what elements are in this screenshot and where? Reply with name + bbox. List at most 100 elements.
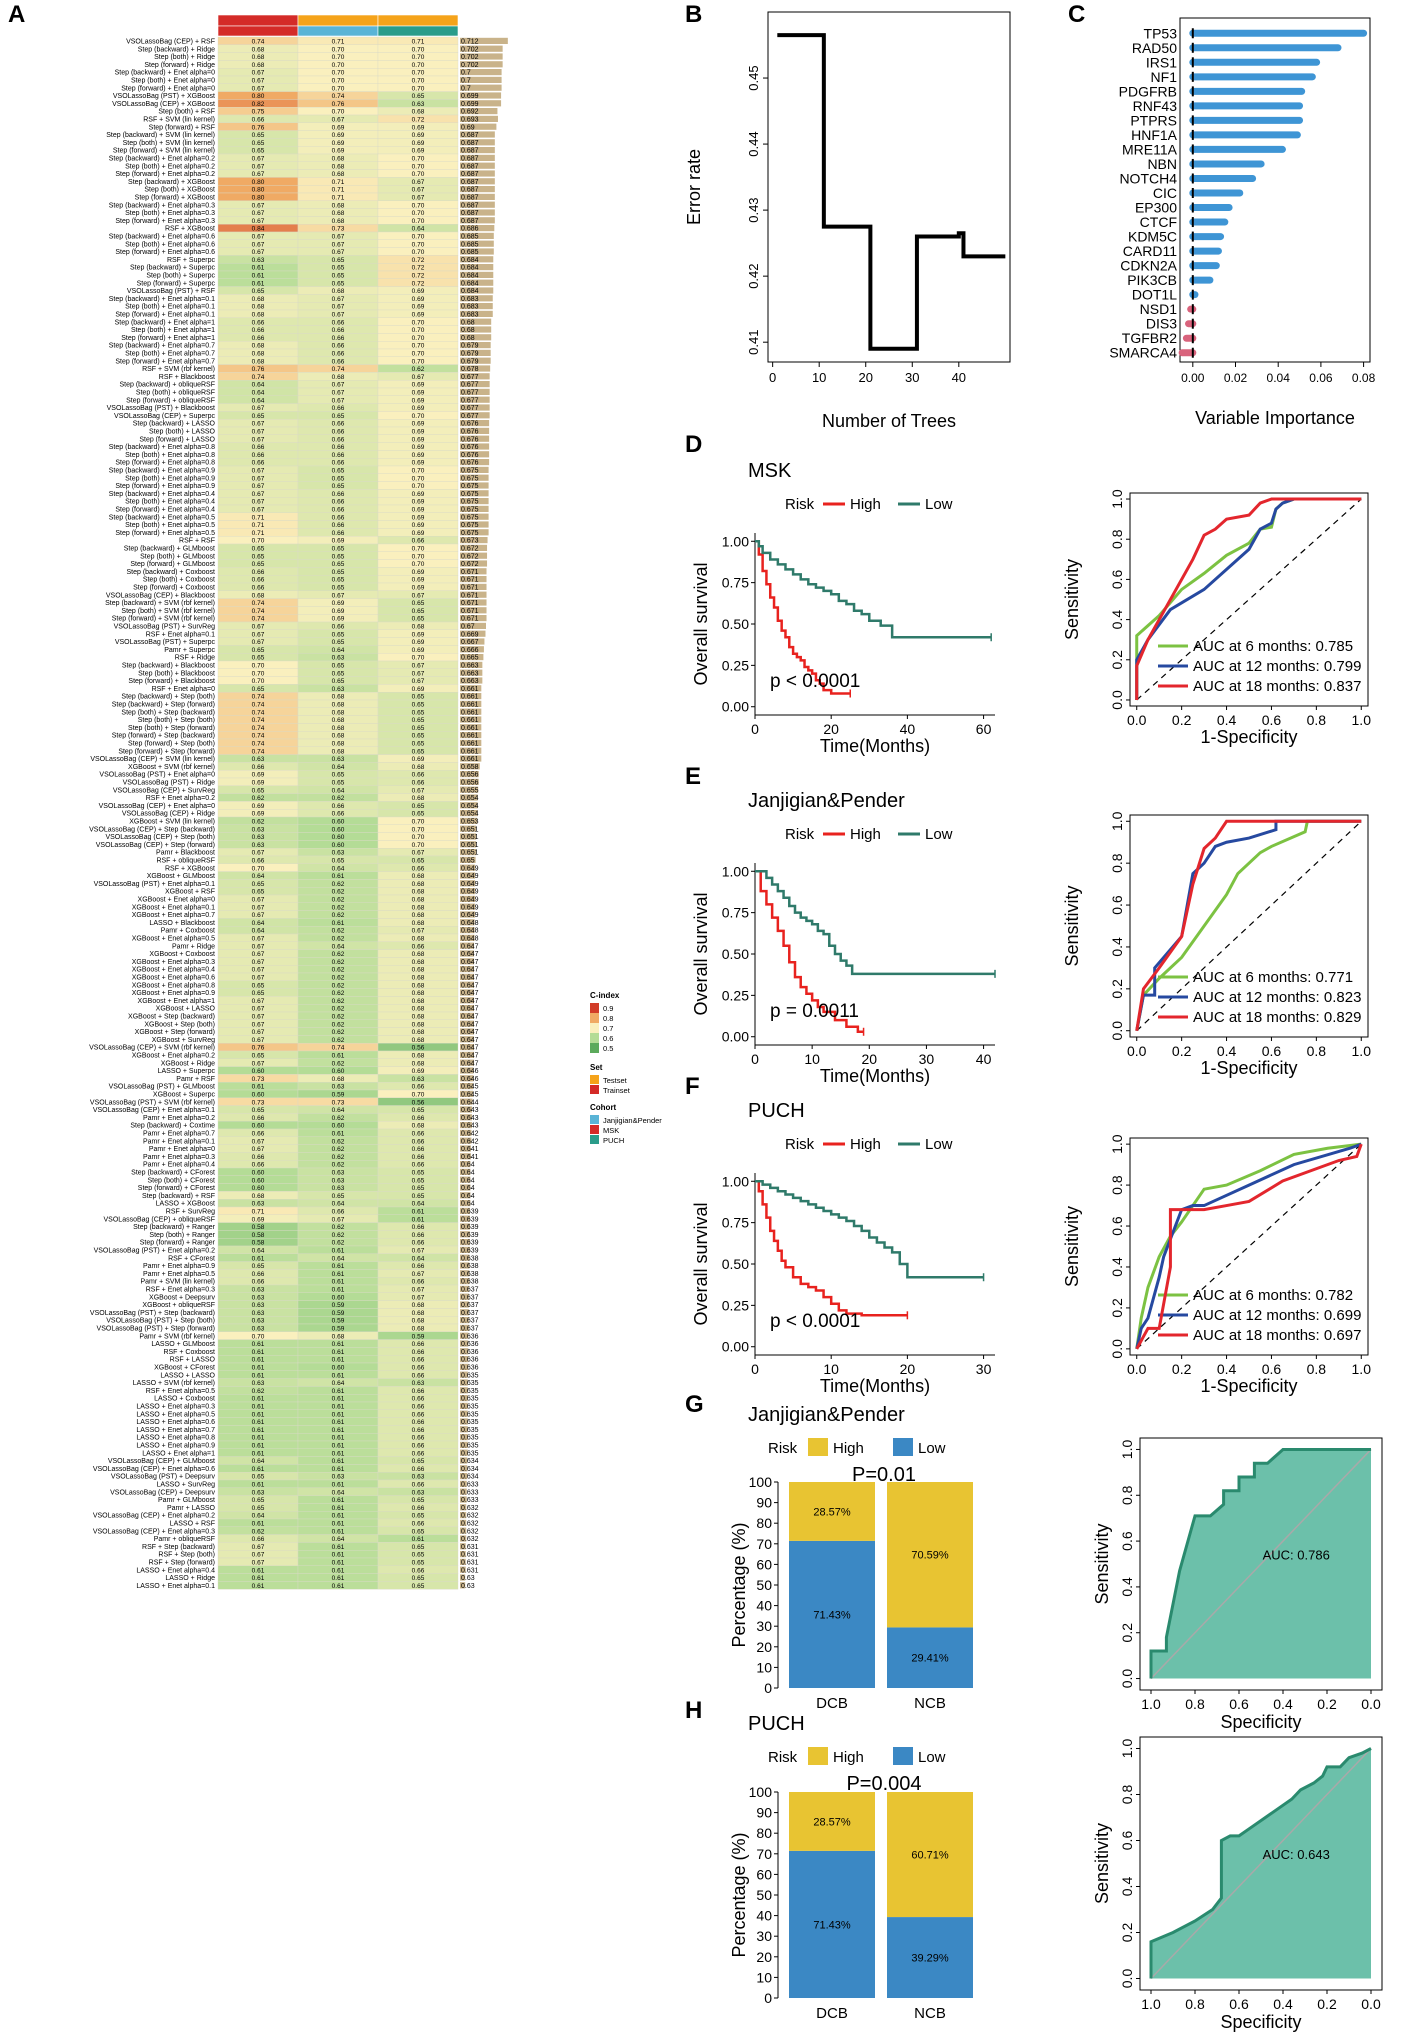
heatmap-value: 0.69: [412, 577, 425, 584]
heatmap-value: 0.80: [252, 93, 265, 100]
mean-cindex-bar: [460, 1114, 472, 1121]
heatmap-value: 0.65: [252, 982, 265, 989]
mean-cindex-bar: [460, 1574, 466, 1581]
model-name-label: LASSO + SurvReg: [156, 1482, 215, 1489]
x-tick-label: 1.0: [1141, 1996, 1161, 2012]
reference-diagonal: [1136, 820, 1362, 1032]
model-name-label: Step (forward) + Enet alpha=0.9: [115, 483, 215, 490]
set-legend-swatch: [590, 1085, 599, 1094]
heatmap-value: 0.66: [332, 514, 345, 521]
heatmap-value: 0.67: [332, 304, 345, 311]
heatmap-value: 0.68: [332, 218, 345, 225]
heatmap-value: 0.61: [252, 1357, 265, 1364]
mean-cindex-bar: [460, 856, 476, 863]
mean-cindex-bar: [460, 1012, 475, 1019]
y-tick-label: 0.2: [1119, 1623, 1135, 1643]
mean-cindex-bar: [460, 248, 494, 255]
mean-cindex-label: 0.648: [461, 920, 479, 927]
mean-cindex-label: 0.687: [461, 202, 479, 209]
heatmap-value: 0.62: [332, 1146, 345, 1153]
panel-label-d: D: [685, 431, 702, 458]
heatmap-value: 0.68: [412, 951, 425, 958]
heatmap-value: 0.61: [332, 1552, 345, 1559]
gene-label: NOTCH4: [1119, 170, 1177, 186]
x-tick-label: 0.4: [1217, 712, 1237, 728]
model-name-label: Step (forward) + Enet alpha=0.2: [115, 171, 215, 178]
mean-cindex-label: 0.642: [461, 1138, 479, 1145]
y-tick-label: 30: [756, 1928, 772, 1944]
heatmap-value: 0.69: [412, 499, 425, 506]
x-tick-label: 1.0: [1141, 1696, 1161, 1712]
heatmap-value: 0.68: [332, 748, 345, 755]
heatmap-value: 0.67: [332, 592, 345, 599]
mean-cindex-label: 0.675: [461, 530, 479, 537]
mean-cindex-label: 0.684: [461, 280, 479, 287]
mean-cindex-bar: [460, 396, 490, 403]
mean-cindex-label: 0.712: [461, 39, 479, 46]
heatmap-value: 0.66: [332, 421, 345, 428]
auc-label: AUC: 0.643: [1263, 1847, 1330, 1862]
heatmap-value: 0.67: [252, 218, 265, 225]
mean-cindex-bar: [460, 1262, 470, 1269]
mean-cindex-bar: [460, 560, 488, 567]
heatmap-value: 0.67: [252, 70, 265, 77]
mean-cindex-label: 0.647: [461, 959, 479, 966]
model-name-label: Pamr + Enet alpha=0.4: [143, 1162, 215, 1169]
mean-cindex-label: 0.692: [461, 109, 479, 116]
heatmap-value: 0.61: [332, 1567, 345, 1574]
km-curve-high: [755, 1180, 908, 1317]
panel-f-roc-chart: 0.00.00.20.20.40.40.60.60.80.81.01.0AUC …: [1062, 1134, 1371, 1396]
heatmap-value: 0.65: [252, 787, 265, 794]
model-name-label: RSF + Superpc: [167, 257, 216, 264]
heatmap-value: 0.67: [252, 249, 265, 256]
bar-segment-high: [887, 1792, 973, 1918]
y-tick-label: 20: [756, 1949, 772, 1965]
cohort-legend-swatch: [590, 1125, 599, 1134]
y-tick-label: 0.0: [1119, 1669, 1135, 1689]
mean-cindex-label: 0.635: [461, 1396, 479, 1403]
mean-cindex-bar: [460, 1512, 467, 1519]
heatmap-value: 0.60: [332, 1294, 345, 1301]
heatmap-value: 0.62: [332, 959, 345, 966]
model-name-label: VSOLassoBag (PST) + Enet alpha=0.1: [94, 881, 216, 888]
heatmap-value: 0.65: [412, 1193, 425, 1200]
heatmap-value: 0.69: [412, 444, 425, 451]
mean-cindex-bar: [460, 1246, 470, 1253]
x-axis-label: 1-Specificity: [1200, 1376, 1297, 1396]
x-tick-label: 0.6: [1262, 712, 1282, 728]
model-name-label: VSOLassoBag (PST) + Ridge: [123, 780, 216, 787]
heatmap-value: 0.68: [412, 959, 425, 966]
mean-cindex-label: 0.679: [461, 358, 479, 365]
mean-cindex-bar: [460, 256, 494, 263]
heatmap-value: 0.61: [332, 1513, 345, 1520]
heatmap-value: 0.61: [252, 1450, 265, 1457]
mean-cindex-label: 0.64: [461, 1193, 475, 1200]
mean-cindex-label: 0.646: [461, 1068, 479, 1075]
gene-label: HNF1A: [1131, 127, 1178, 143]
model-name-label: Step (backward) + Enet alpha=0.9: [109, 468, 215, 475]
model-name-label: VSOLassoBag (CEP) + Deepsurv: [110, 1489, 215, 1496]
model-name-label: Step (both) + LASSO: [149, 429, 216, 436]
cohort-title: PUCH: [748, 1100, 805, 1122]
x-tick-label: 0.6: [1262, 1361, 1282, 1377]
reference-diagonal: [1136, 1143, 1362, 1350]
heatmap-value: 0.66: [332, 444, 345, 451]
heatmap-value: 0.61: [252, 1404, 265, 1411]
mean-cindex-bar: [460, 607, 487, 614]
heatmap-value: 0.64: [332, 1107, 345, 1114]
model-name-label: VSOLassoBag (CEP) + Step (forward): [96, 842, 215, 849]
heatmap-value: 0.70: [412, 842, 425, 849]
heatmap-value: 0.74: [252, 39, 265, 46]
mean-cindex-bar: [460, 334, 492, 341]
gene-label: CTCF: [1140, 214, 1177, 230]
heatmap-value: 0.64: [332, 943, 345, 950]
heatmap-value: 0.67: [252, 904, 265, 911]
heatmap-value: 0.62: [332, 975, 345, 982]
model-name-label: RSF + Coxboost: [163, 1349, 215, 1356]
heatmap-value: 0.61: [252, 1443, 265, 1450]
bar-value-label-high: 28.57%: [813, 1506, 851, 1518]
heatmap-value: 0.65: [332, 569, 345, 576]
model-name-label: Step (forward) + obliqueRSF: [126, 397, 215, 404]
heatmap-value: 0.68: [412, 920, 425, 927]
